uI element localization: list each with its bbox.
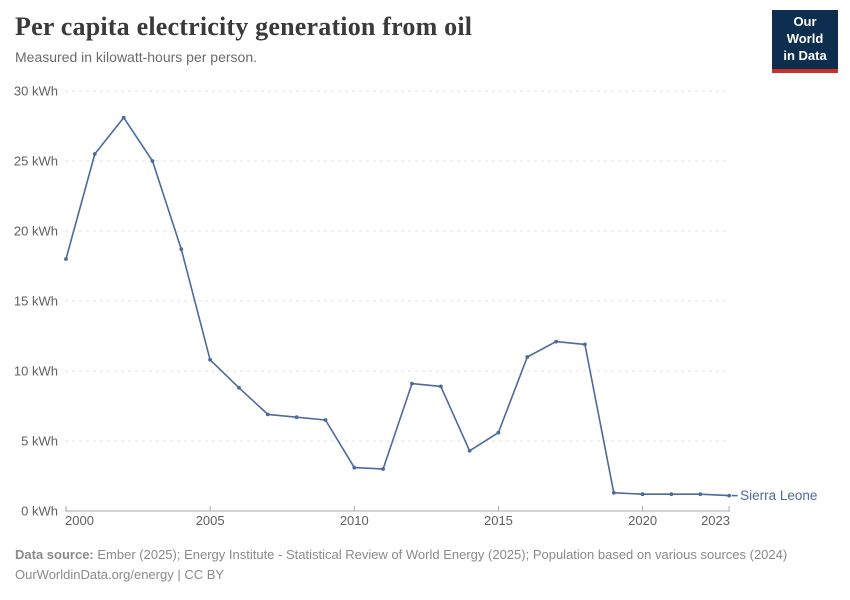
y-axis-tick-label: 10 kWh — [14, 364, 58, 379]
data-point-2002[interactable] — [121, 115, 126, 120]
data-point-2000[interactable] — [64, 257, 68, 261]
data-point-2010[interactable] — [352, 465, 357, 470]
data-point-2015[interactable] — [496, 430, 501, 435]
x-axis-tick-label: 2000 — [65, 513, 94, 528]
footer-source-label: Data source: — [15, 547, 94, 562]
series-label-sierra-leone[interactable]: Sierra Leone — [740, 488, 817, 503]
data-point-2004[interactable] — [179, 247, 184, 252]
chart-subtitle: Measured in kilowatt-hours per person. — [15, 49, 258, 65]
x-axis-tick-label: 2010 — [340, 513, 369, 528]
footer-sources-text: Ember (2025); Energy Institute - Statist… — [97, 547, 788, 562]
data-point-2008[interactable] — [294, 415, 299, 420]
y-axis-tick-label: 20 kWh — [14, 224, 58, 239]
owid-logo[interactable]: Our World in Data — [772, 10, 838, 73]
y-axis-tick-label: 15 kWh — [14, 294, 58, 309]
x-axis-tick-label: 2015 — [484, 513, 513, 528]
data-point-2009[interactable] — [323, 418, 328, 422]
y-axis-tick-label: 25 kWh — [14, 154, 58, 169]
x-axis-tick-label: 2005 — [196, 513, 225, 528]
data-point-2005[interactable] — [208, 357, 213, 362]
data-point-2016[interactable] — [525, 355, 530, 359]
x-axis-tick-label: 2020 — [628, 513, 657, 528]
chart-footer: Data source: Ember (2025); Energy Instit… — [15, 545, 835, 585]
y-axis-tick-label: 0 kWh — [21, 504, 58, 519]
y-axis-tick-label: 5 kWh — [21, 434, 58, 449]
data-point-2003[interactable] — [150, 159, 155, 163]
data-point-2018[interactable] — [583, 342, 587, 347]
x-axis-tick-label: 2023 — [701, 513, 730, 528]
data-point-2017[interactable] — [554, 339, 558, 344]
data-point-2020[interactable] — [640, 492, 645, 497]
footer-url-link[interactable]: OurWorldinData.org/energy — [15, 567, 174, 582]
footer-license-link[interactable]: CC BY — [184, 567, 225, 582]
footer-license-line: OurWorldinData.org/energy | CC BY — [15, 565, 835, 585]
footer-separator: | — [177, 567, 181, 582]
data-point-2012[interactable] — [410, 381, 414, 386]
data-point-2023[interactable] — [727, 493, 731, 498]
data-point-2013[interactable] — [438, 384, 443, 389]
owid-logo-line2: in Data — [783, 47, 827, 63]
data-point-2006[interactable] — [237, 385, 241, 390]
chart-title: Per capita electricity generation from o… — [15, 12, 473, 41]
data-point-2021[interactable] — [669, 492, 674, 497]
series-line-sierra-leone[interactable] — [65, 116, 730, 497]
data-point-2022[interactable] — [698, 492, 703, 497]
data-point-2019[interactable] — [611, 490, 616, 495]
data-point-2011[interactable] — [381, 467, 385, 471]
data-point-2007[interactable] — [265, 412, 270, 417]
data-point-2001[interactable] — [92, 152, 97, 156]
footer-source-line: Data source: Ember (2025); Energy Instit… — [15, 545, 835, 565]
data-point-2014[interactable] — [467, 448, 472, 453]
owid-logo-line1: Our World — [786, 14, 824, 46]
y-axis-tick-label: 30 kWh — [14, 84, 58, 99]
